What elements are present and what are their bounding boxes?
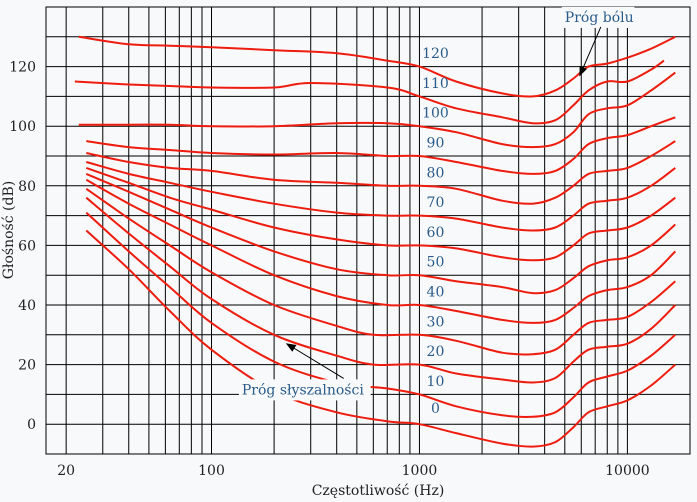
y-tick-label: 20 [18,358,36,374]
curve-label-80: 80 [427,165,445,181]
curve-10-phon [85,211,676,418]
annotation-arrow [285,343,344,379]
annotation-arrow [579,26,602,77]
y-tick-label: 0 [27,417,36,433]
pain-threshold-label: Próg bólu [565,10,634,26]
curve-30-phon [85,187,676,356]
y-tick-label: 80 [18,179,36,195]
curve-label-10: 10 [427,374,445,390]
curve-label-100: 100 [422,106,449,122]
annotations: Próg bólu Próg słyszalności [238,6,635,401]
y-tick-label: 60 [18,238,36,254]
x-axis-title: Częstotliwość (Hz) [312,483,445,499]
annotation-bg [238,379,371,401]
y-axis-title: Głośność (dB) [1,181,17,279]
curve-80-phon [86,140,676,205]
curve-label-120: 120 [422,46,449,62]
x-tick-label: 20 [57,463,75,479]
y-tick-label: 40 [18,298,36,314]
curve-label-110: 110 [422,76,449,92]
curve-label-70: 70 [427,195,445,211]
curve-0-phon [85,229,676,448]
y-tick-label: 100 [9,119,36,135]
hearing-threshold-label: Próg słyszalności [242,382,364,398]
curve-110-phon [74,59,665,125]
x-tick-label: 100 [198,463,225,479]
curve-labels: 0 10 20 30 40 50 60 70 80 90 100 110 120 [422,46,449,417]
curve-label-50: 50 [427,255,445,271]
curve-60-phon [85,166,676,262]
curve-label-20: 20 [427,344,445,360]
curve-label-40: 40 [427,285,445,301]
y-tick-label: 120 [9,60,36,76]
curve-40-phon [85,178,677,324]
annotation-bg [561,6,635,28]
curve-20-phon [85,196,677,384]
curve-50-phon [85,172,676,295]
curve-label-60: 60 [427,225,445,241]
curve-label-30: 30 [427,314,445,330]
curve-120-phon [78,35,676,98]
curve-label-0: 0 [431,401,440,417]
curve-label-90: 90 [427,136,445,152]
curve-100-phon [78,71,676,149]
curve-90-phon [86,116,676,175]
x-tick-label: 10000 [605,463,650,479]
x-tick-label: 1000 [402,463,438,479]
curves [74,35,677,448]
curve-70-phon [86,161,676,232]
